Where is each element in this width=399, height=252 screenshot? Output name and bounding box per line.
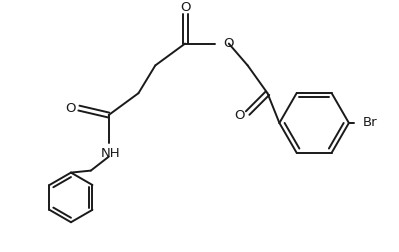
Text: NH: NH — [101, 147, 120, 160]
Text: Br: Br — [363, 116, 377, 130]
Text: O: O — [180, 1, 190, 14]
Text: O: O — [66, 102, 76, 115]
Text: O: O — [235, 109, 245, 121]
Text: O: O — [223, 37, 233, 50]
